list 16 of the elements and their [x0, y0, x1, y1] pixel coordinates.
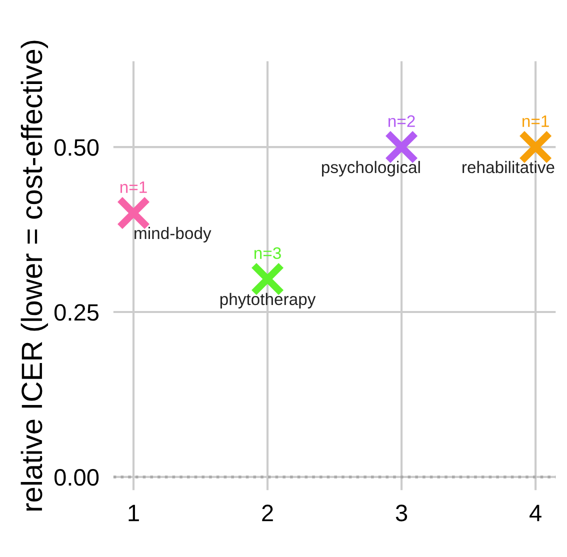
series-label: psychological	[322, 160, 420, 176]
x-tick-label: 2	[262, 504, 273, 522]
series-label: mind-body	[134, 226, 212, 242]
x-tick-label: 1	[128, 504, 139, 522]
y-tick-label: 0.00	[54, 469, 99, 486]
x-tick-label: 3	[396, 504, 408, 522]
x-tick-label: 4	[530, 504, 542, 522]
annotation: n=2	[388, 115, 415, 127]
annotation: n=3	[254, 247, 281, 260]
y-tick-label: 0.50	[54, 139, 99, 156]
y-axis-title: relative ICER (lower = cost-effective)	[20, 40, 48, 511]
series-label: rehabilitative	[462, 160, 554, 174]
annotation: n=1	[120, 181, 147, 193]
y-tick-label: 0.25	[54, 304, 99, 321]
annotation: n=1	[522, 115, 549, 127]
series-label: phytotherapy	[220, 292, 316, 308]
